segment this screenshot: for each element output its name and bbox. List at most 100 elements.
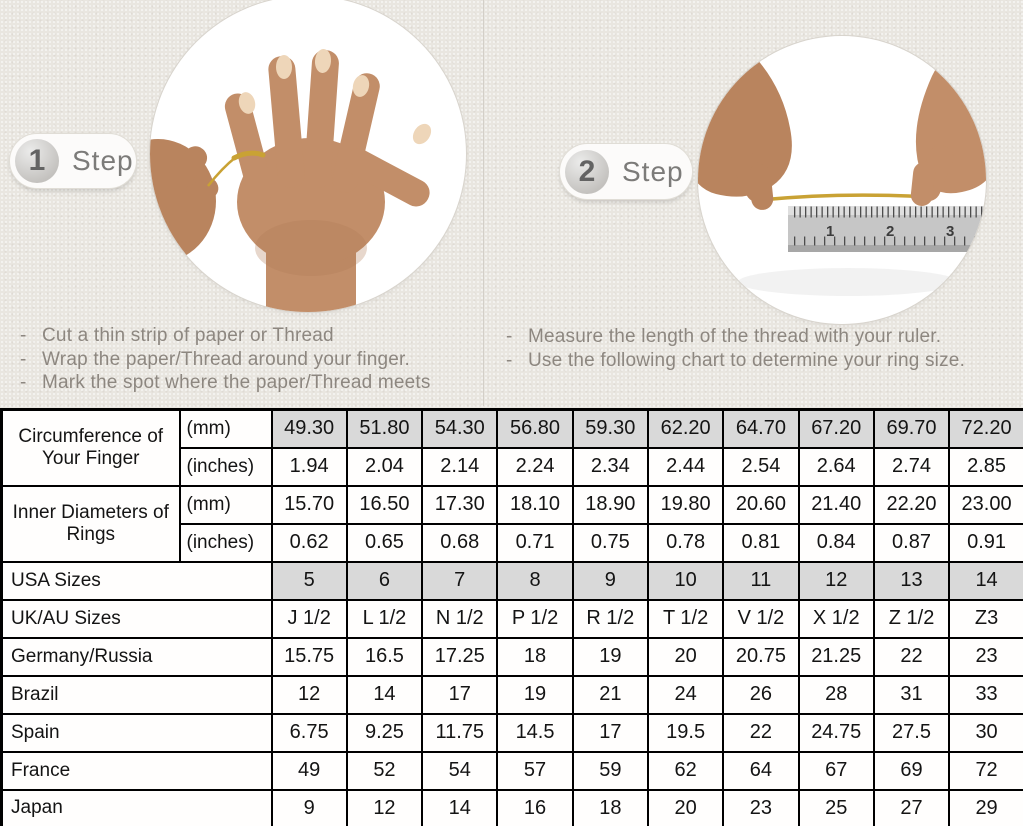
size-value-cell: 17 — [571, 712, 649, 753]
size-value-cell: 49 — [270, 750, 348, 791]
size-value-cell: 31 — [872, 674, 951, 715]
unit-label: (mm) — [178, 408, 273, 449]
size-value-cell: 0.81 — [722, 522, 800, 563]
size-value-cell: 51.80 — [345, 408, 424, 449]
size-value-cell: 24 — [646, 674, 725, 715]
size-value-cell: V 1/2 — [722, 598, 800, 639]
bullet-dash: - — [20, 372, 27, 393]
instruction-line: - Wrap the paper/Thread around your fing… — [20, 348, 431, 372]
size-value-cell: 2.85 — [948, 446, 1023, 487]
instruction-line: - Measure the length of the thread with … — [506, 325, 965, 349]
ruler: 1 2 3 — [788, 206, 986, 252]
size-value-cell: 72.20 — [948, 408, 1023, 449]
size-value-cell: 18 — [571, 788, 649, 826]
size-value-cell: 62.20 — [646, 408, 725, 449]
instruction-text: Use the following chart to determine you… — [528, 349, 966, 371]
instruction-line: - Use the following chart to determine y… — [506, 349, 965, 373]
table-row: Japan 9 12 14 16 18 20 23 25 27 29 — [0, 788, 1023, 826]
size-value-cell: 22.20 — [872, 484, 951, 525]
instruction-text: Mark the spot where the paper/Thread mee… — [42, 372, 431, 393]
size-value-cell: 23 — [722, 788, 800, 826]
row-label: France — [0, 750, 273, 791]
size-value-cell: 16.5 — [345, 636, 424, 677]
size-value-cell: 2.34 — [571, 446, 649, 487]
unit-label: (inches) — [178, 446, 273, 487]
size-value-cell: 2.64 — [797, 446, 875, 487]
size-value-cell: 14.5 — [496, 712, 574, 753]
size-value-cell: T 1/2 — [646, 598, 725, 639]
size-value-cell: 23 — [948, 636, 1023, 677]
size-value-cell: 54 — [421, 750, 499, 791]
size-value-cell: 11.75 — [421, 712, 499, 753]
table-row: UK/AU Sizes J 1/2 L 1/2 N 1/2 P 1/2 R 1/2 T 1/… — [0, 598, 1023, 639]
step1-label: Step — [72, 145, 134, 176]
table-row: Spain 6.75 9.25 11.75 14.5 17 19.5 22 24.75 27.5 3… — [0, 712, 1023, 753]
size-value-cell: 30 — [948, 712, 1023, 753]
table-row: Germany/Russia 15.75 16.5 17.25 18 19 20 20.75 2… — [0, 636, 1023, 677]
size-value-cell: 15.75 — [270, 636, 348, 677]
bullet-dash: - — [20, 325, 27, 346]
hand-with-ring-thread-icon — [150, 49, 432, 312]
size-value-cell: 52 — [345, 750, 424, 791]
size-value-cell: 2.24 — [496, 446, 574, 487]
size-value-cell: 6.75 — [270, 712, 348, 753]
instruction-line: - Mark the spot where the paper/Thread m… — [20, 371, 431, 395]
size-value-cell: 1.94 — [270, 446, 348, 487]
size-value-cell: 2.44 — [646, 446, 725, 487]
step2-photo: 1 2 3 — [698, 36, 986, 324]
size-value-cell: 19.80 — [646, 484, 725, 525]
size-value-cell: 0.91 — [948, 522, 1023, 563]
size-value-cell: 59 — [571, 750, 649, 791]
size-value-cell: R 1/2 — [571, 598, 649, 639]
size-value-cell: 14 — [948, 560, 1023, 601]
size-value-cell: 28 — [797, 674, 875, 715]
table-row: Brazil 12 14 17 19 21 24 26 28 31 33 — [0, 674, 1023, 715]
table-row: (inches) 0.62 0.65 0.68 0.71 0.75 0.78 0.81 0.84… — [2, 522, 1023, 563]
size-value-cell: 67.20 — [797, 408, 875, 449]
size-value-cell: 20.75 — [722, 636, 800, 677]
size-value-cell: 25 — [797, 788, 875, 826]
size-value-cell: 21.25 — [797, 636, 875, 677]
size-value-cell: 62 — [646, 750, 725, 791]
size-value-cell: 69 — [872, 750, 951, 791]
row-group-label: Circumference of Your Finger — [0, 408, 181, 487]
size-value-cell: 7 — [421, 560, 499, 601]
size-value-cell: 22 — [722, 712, 800, 753]
table-row: Circumference of Your Finger (mm) 49.30 51.… — [0, 408, 1023, 487]
size-value-cell: Z 1/2 — [872, 598, 951, 639]
size-value-cell: 17 — [421, 674, 499, 715]
size-value-cell: 10 — [646, 560, 725, 601]
size-value-cell: 14 — [421, 788, 499, 826]
bullet-dash: - — [506, 349, 513, 371]
step2-label: Step — [622, 155, 684, 187]
size-value-cell: 0.65 — [345, 522, 424, 563]
size-value-cell: 8 — [496, 560, 574, 601]
step1-photo — [150, 0, 466, 312]
size-value-cell: 56.80 — [496, 408, 574, 449]
size-value-cell: 0.84 — [797, 522, 875, 563]
hands-measuring-on-ruler-icon: 1 2 3 — [698, 36, 986, 296]
size-value-cell: 6 — [345, 560, 424, 601]
row-label: Germany/Russia — [0, 636, 273, 677]
size-value-cell: 33 — [948, 674, 1023, 715]
size-value-cell: P 1/2 — [496, 598, 574, 639]
size-value-cell: 23.00 — [948, 484, 1023, 525]
size-value-cell: 59.30 — [571, 408, 649, 449]
svg-text:3: 3 — [946, 223, 954, 240]
size-value-cell: 9 — [270, 788, 348, 826]
size-value-cell: 9.25 — [345, 712, 424, 753]
size-value-cell: 12 — [270, 674, 348, 715]
size-value-cell: 29 — [948, 788, 1023, 826]
row-label: USA Sizes — [0, 560, 273, 601]
size-value-cell: 0.75 — [571, 522, 649, 563]
row-label: Brazil — [0, 674, 273, 715]
size-value-cell: 20 — [646, 788, 725, 826]
table-row: (inches) 1.94 2.04 2.14 2.24 2.34 2.44 2.54 2.64… — [2, 446, 1023, 487]
bullet-dash: - — [20, 348, 27, 370]
size-value-cell: 64 — [722, 750, 800, 791]
size-value-cell: 72 — [948, 750, 1023, 791]
svg-text:2: 2 — [886, 223, 894, 240]
size-value-cell: 24.75 — [797, 712, 875, 753]
size-value-cell: 0.62 — [270, 522, 348, 563]
size-value-cell: 16.50 — [345, 484, 424, 525]
